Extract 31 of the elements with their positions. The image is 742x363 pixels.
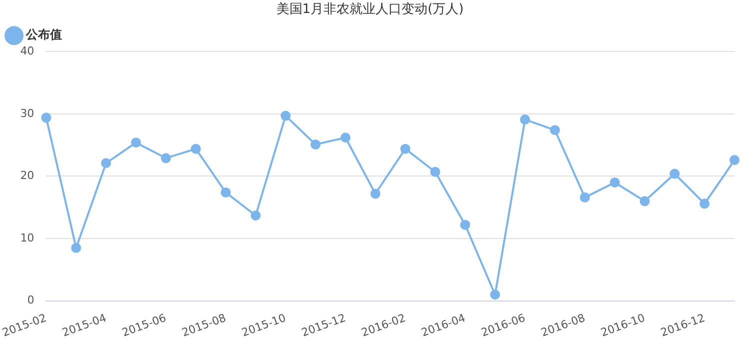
point xyxy=(310,139,321,150)
y-tick-label: 30 xyxy=(20,106,34,120)
chart-title: 美国1月非农就业人口变动(万人) xyxy=(276,1,464,18)
y-tick-label: 0 xyxy=(27,294,34,307)
point xyxy=(520,114,530,125)
point xyxy=(370,188,380,199)
point xyxy=(250,210,261,220)
point xyxy=(280,110,291,121)
point xyxy=(580,192,590,202)
point xyxy=(160,153,171,164)
y-tick-label: 10 xyxy=(20,231,34,244)
point xyxy=(460,220,470,230)
point xyxy=(71,242,82,253)
point xyxy=(490,290,500,300)
point xyxy=(340,132,350,143)
point xyxy=(700,198,710,209)
point xyxy=(729,155,740,166)
point xyxy=(130,138,141,148)
y-tick-label: 40 xyxy=(20,44,34,58)
point xyxy=(101,158,112,168)
point xyxy=(610,177,620,188)
point xyxy=(220,187,231,198)
point xyxy=(640,196,650,206)
point xyxy=(670,168,680,179)
point xyxy=(190,144,201,154)
point xyxy=(41,112,52,123)
point xyxy=(400,144,410,154)
point xyxy=(550,125,560,136)
legend-label: 公布值 xyxy=(25,28,62,42)
point xyxy=(430,166,440,177)
y-tick-label: 20 xyxy=(20,169,34,182)
